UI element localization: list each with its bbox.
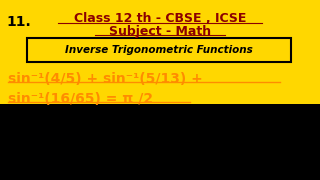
Text: Class 12 th - CBSE , ICSE: Class 12 th - CBSE , ICSE	[74, 12, 246, 25]
FancyBboxPatch shape	[0, 0, 320, 104]
Text: sin⁻¹(4/5) + sin⁻¹(5/13) +: sin⁻¹(4/5) + sin⁻¹(5/13) +	[8, 72, 203, 86]
Text: Inverse Trigonometric Functions: Inverse Trigonometric Functions	[65, 45, 253, 55]
FancyBboxPatch shape	[27, 38, 291, 62]
Text: 11.: 11.	[6, 15, 31, 29]
Text: sin⁻¹(16/65) = π /2: sin⁻¹(16/65) = π /2	[8, 92, 153, 106]
Text: Subject - Math: Subject - Math	[109, 25, 211, 38]
